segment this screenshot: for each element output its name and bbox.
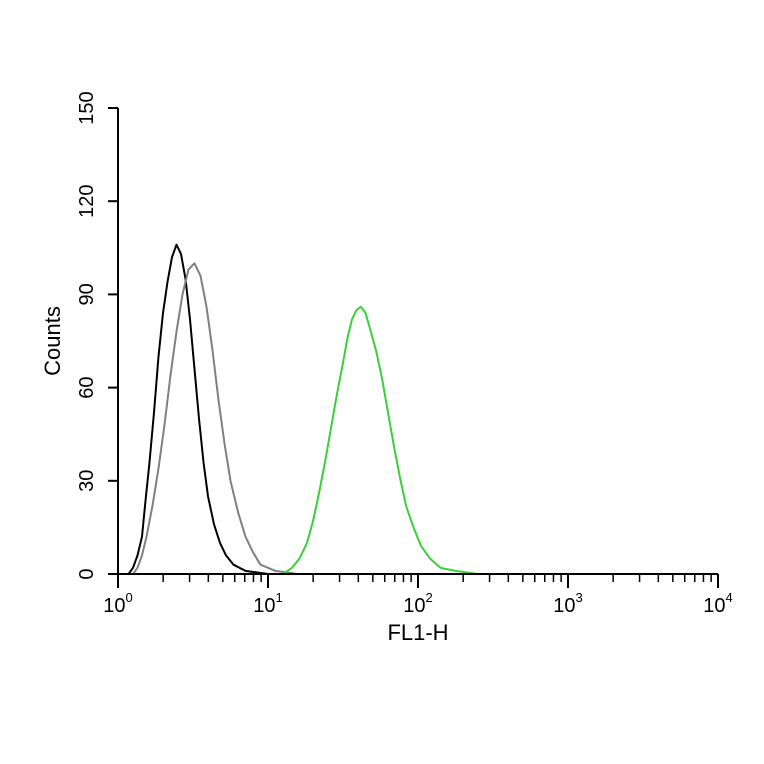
x-tick-label: 104 xyxy=(703,590,732,617)
y-axis-label: Counts xyxy=(40,306,65,376)
flow-cytometry-histogram: 0 30 60 90 120 150 100 101 102 103 104 Counts FL1… xyxy=(0,0,764,764)
x-tick-labels: 100 101 102 103 104 xyxy=(103,590,732,617)
x-tick-label: 102 xyxy=(403,590,432,617)
y-tick-label: 60 xyxy=(76,376,98,398)
x-tick-label: 100 xyxy=(103,590,132,617)
y-tick-label: 30 xyxy=(76,470,98,492)
y-tick-label: 0 xyxy=(76,568,98,579)
y-tick-labels: 0 30 60 90 120 150 xyxy=(76,91,98,579)
y-tick-label: 150 xyxy=(76,91,98,124)
x-tick-label: 101 xyxy=(253,590,282,617)
y-tick-label: 90 xyxy=(76,283,98,305)
plot-area xyxy=(118,108,718,574)
x-tick-label: 103 xyxy=(553,590,582,617)
y-tick-label: 120 xyxy=(76,185,98,218)
page: { "chart": { "type": "histogram", "title… xyxy=(0,0,764,764)
x-axis-label: FL1-H xyxy=(387,620,448,645)
